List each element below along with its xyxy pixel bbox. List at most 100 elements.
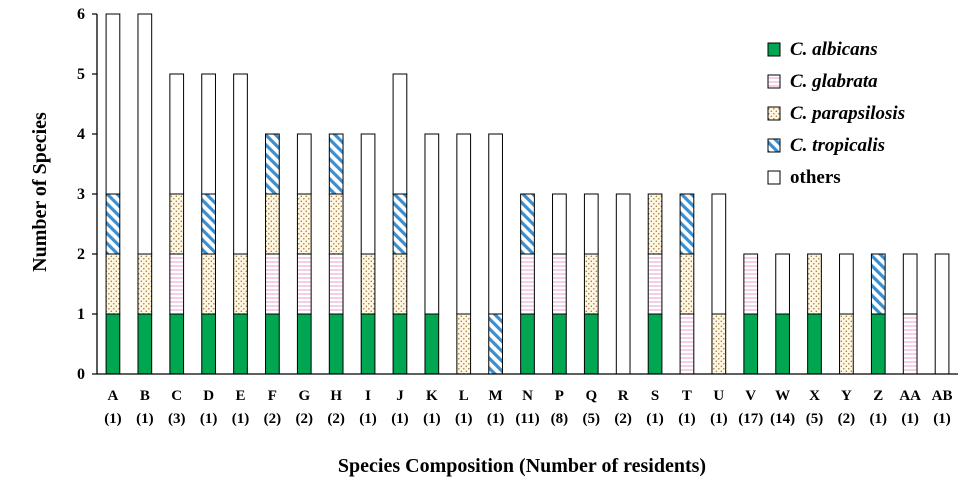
bar-segment bbox=[934, 253, 950, 375]
legend-swatch bbox=[767, 42, 781, 57]
x-tick-label: F bbox=[268, 388, 277, 404]
bar-segment bbox=[201, 313, 216, 375]
legend-swatch bbox=[767, 170, 781, 185]
bar-segment bbox=[552, 253, 567, 315]
x-axis-ticks: A (1) B (1) C (3) D (1) E (1) F (2) G (2) H (2) I (1) J (1)… bbox=[104, 388, 952, 427]
y-tick-label: 2 bbox=[77, 246, 85, 263]
bar-segment bbox=[743, 253, 759, 315]
bar-segment bbox=[902, 253, 918, 315]
bar-segment bbox=[233, 73, 248, 255]
x-tick-residents: (1) bbox=[391, 411, 409, 427]
bar-segment bbox=[105, 313, 121, 375]
x-tick-label: G bbox=[298, 388, 310, 404]
x-tick-label: R bbox=[618, 388, 629, 404]
x-tick-label: Q bbox=[585, 388, 597, 404]
bar-segment bbox=[169, 313, 185, 375]
x-tick-label: N bbox=[522, 388, 533, 404]
bar-segment bbox=[328, 193, 344, 255]
x-tick-label: S bbox=[651, 388, 659, 404]
bar-segment bbox=[201, 193, 216, 255]
bar-segment bbox=[615, 193, 631, 375]
y-tick-label: 5 bbox=[77, 66, 85, 83]
x-tick-residents: (1) bbox=[104, 411, 122, 427]
x-tick-residents: (1) bbox=[423, 411, 441, 427]
x-tick-label: Z bbox=[873, 388, 883, 404]
bar-segment bbox=[233, 253, 248, 315]
bar-segment bbox=[520, 193, 535, 255]
bar-segment bbox=[456, 133, 472, 315]
x-tick-label: J bbox=[396, 388, 404, 404]
bar-segment bbox=[870, 313, 886, 375]
x-tick-residents: (2) bbox=[614, 411, 632, 427]
x-tick-residents: (2) bbox=[296, 411, 314, 427]
x-tick-label: A bbox=[108, 388, 119, 404]
bar-segment bbox=[839, 253, 854, 315]
bar-segment bbox=[392, 73, 408, 195]
bar-segment bbox=[137, 313, 153, 375]
legend: C. albicans C. glabrata C. parapsilosis C. … bbox=[767, 39, 905, 188]
x-tick-label: K bbox=[426, 388, 438, 404]
x-tick-residents: (14) bbox=[770, 411, 795, 427]
x-axis-title: Species Composition (Number of residents… bbox=[338, 455, 706, 477]
legend-swatch bbox=[767, 138, 781, 153]
x-tick-residents: (1) bbox=[455, 411, 473, 427]
bar-segment bbox=[520, 253, 535, 315]
bar-segment bbox=[424, 133, 440, 315]
legend-swatch bbox=[767, 74, 781, 89]
bar-segment bbox=[265, 253, 280, 315]
x-tick-residents: (8) bbox=[551, 411, 569, 427]
x-tick-label: B bbox=[140, 388, 150, 404]
bar-segment bbox=[552, 193, 567, 255]
bar-segment bbox=[296, 193, 312, 255]
bar-segment bbox=[488, 313, 503, 375]
x-tick-residents: (1) bbox=[232, 411, 250, 427]
x-tick-label: W bbox=[775, 388, 790, 404]
bar-segment bbox=[392, 193, 408, 255]
x-tick-label: I bbox=[365, 388, 371, 404]
x-tick-label: T bbox=[682, 388, 692, 404]
bar-segment bbox=[488, 133, 503, 315]
x-tick-label: AA bbox=[899, 388, 921, 404]
bar-segment bbox=[679, 193, 695, 255]
bar-segment bbox=[360, 133, 376, 255]
bar-segment bbox=[711, 193, 727, 315]
bar-segment bbox=[392, 253, 408, 315]
y-tick-label: 0 bbox=[77, 366, 85, 383]
bar-segment bbox=[169, 193, 185, 255]
legend-swatch bbox=[767, 106, 781, 121]
legend-label: C. glabrata bbox=[790, 71, 878, 92]
bar-segment bbox=[456, 313, 472, 375]
x-tick-residents: (1) bbox=[359, 411, 377, 427]
bar-segment bbox=[233, 313, 248, 375]
x-tick-residents: (2) bbox=[327, 411, 345, 427]
legend-label: others bbox=[790, 167, 841, 188]
x-tick-residents: (1) bbox=[646, 411, 664, 427]
legend-label: C. parapsilosis bbox=[790, 103, 905, 124]
x-tick-residents: (2) bbox=[264, 411, 282, 427]
bar-segment bbox=[137, 253, 153, 315]
x-tick-residents: (1) bbox=[710, 411, 728, 427]
x-tick-residents: (1) bbox=[901, 411, 919, 427]
bar-segment bbox=[105, 193, 121, 255]
bar-segment bbox=[296, 313, 312, 375]
bar-segment bbox=[807, 313, 822, 375]
bar-segment bbox=[169, 73, 185, 195]
x-tick-label: L bbox=[459, 388, 469, 404]
bar-segment bbox=[328, 313, 344, 375]
x-tick-label: U bbox=[713, 388, 724, 404]
bar-segment bbox=[265, 193, 280, 255]
legend-label: C. albicans bbox=[790, 39, 878, 60]
x-tick-residents: (17) bbox=[738, 411, 763, 427]
bar-segment bbox=[552, 313, 567, 375]
bar-segment bbox=[265, 313, 280, 375]
bar-segment bbox=[392, 313, 408, 375]
bar-segment bbox=[169, 253, 185, 315]
x-tick-residents: (2) bbox=[838, 411, 856, 427]
x-tick-residents: (5) bbox=[583, 411, 601, 427]
y-tick-label: 4 bbox=[77, 126, 85, 143]
x-tick-label: AB bbox=[932, 388, 953, 404]
x-tick-residents: (11) bbox=[515, 411, 539, 427]
x-tick-residents: (1) bbox=[678, 411, 696, 427]
bar-segment bbox=[328, 133, 344, 195]
